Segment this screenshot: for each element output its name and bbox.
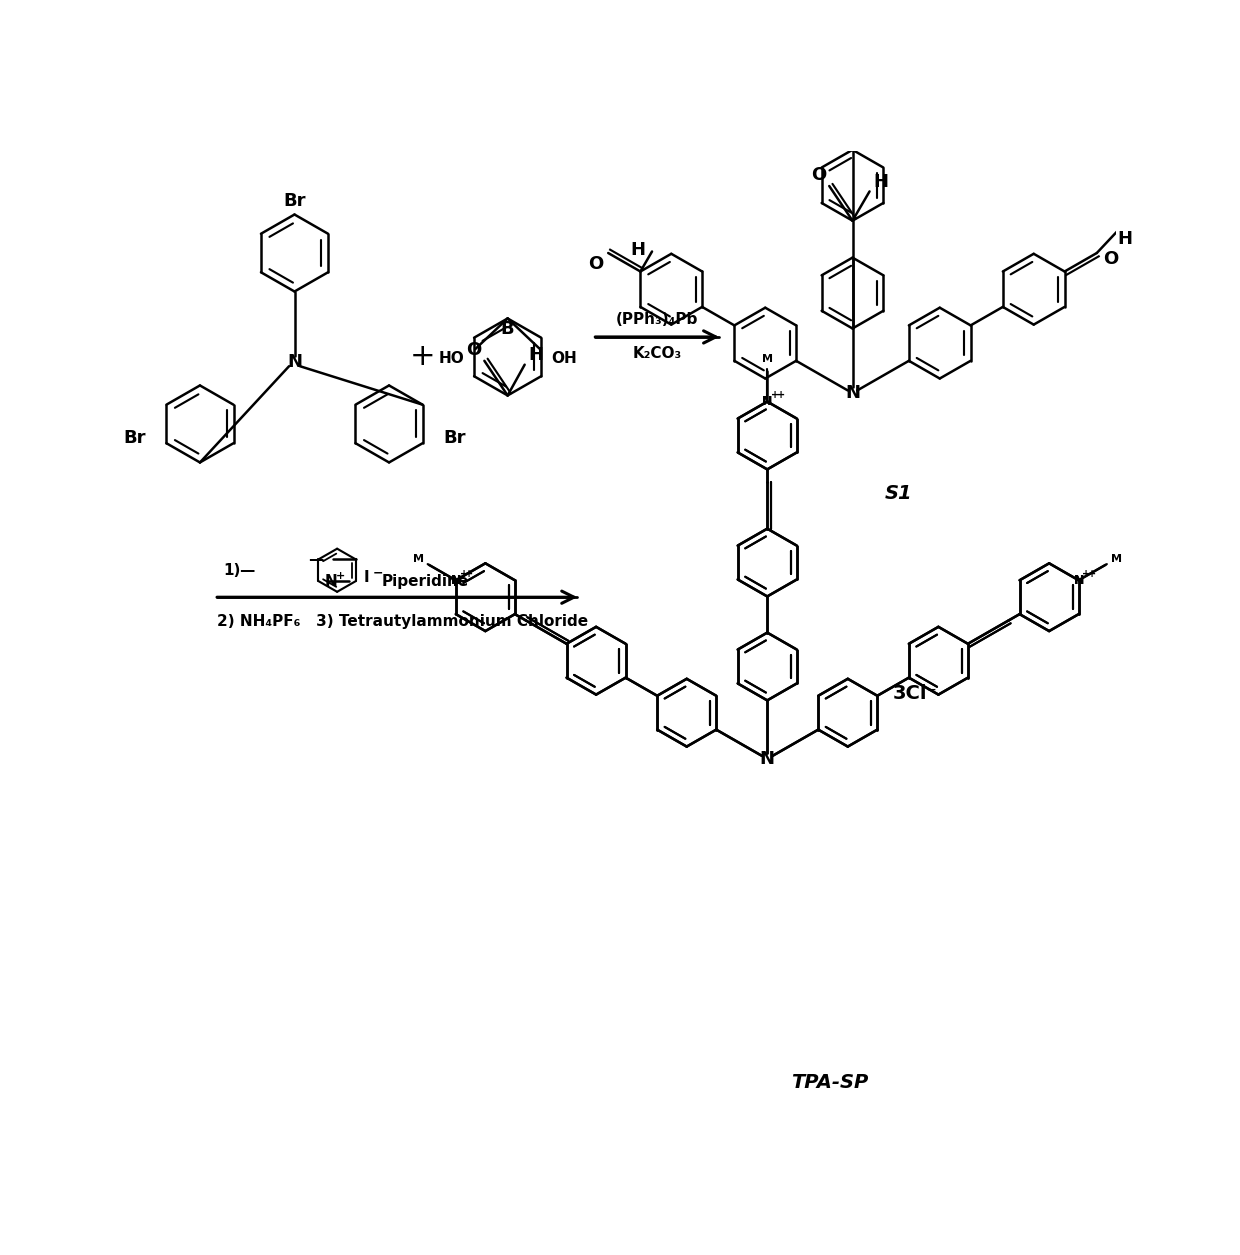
Text: OH: OH <box>551 351 577 366</box>
Text: S1: S1 <box>885 483 913 503</box>
Text: +: + <box>465 569 474 579</box>
Text: B: B <box>501 320 515 339</box>
Text: N: N <box>763 395 773 408</box>
Text: H: H <box>873 173 888 191</box>
Text: 1): 1) <box>223 562 241 577</box>
Text: M: M <box>761 354 773 364</box>
Text: N: N <box>763 395 773 408</box>
Text: K₂CO₃: K₂CO₃ <box>632 346 682 361</box>
Text: H: H <box>528 346 543 364</box>
Text: TPA-SP: TPA-SP <box>791 1073 868 1092</box>
Text: +: + <box>335 571 345 581</box>
Text: N: N <box>325 574 337 589</box>
Text: M: M <box>413 553 424 563</box>
Text: +: + <box>460 569 467 579</box>
Text: —: — <box>308 552 324 567</box>
Text: O: O <box>466 341 481 359</box>
Text: N: N <box>286 354 303 371</box>
Text: +: + <box>771 390 779 400</box>
Text: Piperidine: Piperidine <box>382 574 469 589</box>
Text: N: N <box>1074 574 1084 587</box>
Text: N: N <box>450 574 461 587</box>
Text: +: + <box>409 343 435 371</box>
Text: Br: Br <box>283 192 306 210</box>
Text: H: H <box>1117 230 1132 248</box>
Text: O: O <box>1104 250 1118 269</box>
Text: Br: Br <box>444 429 466 447</box>
Text: N: N <box>450 574 461 587</box>
Text: H: H <box>631 241 646 259</box>
Text: 3Cl⁻: 3Cl⁻ <box>893 684 936 703</box>
Text: N: N <box>760 750 775 768</box>
Text: O: O <box>588 255 604 272</box>
Text: 2) NH₄PF₆   3) Tetrautylammonium Chloride: 2) NH₄PF₆ 3) Tetrautylammonium Chloride <box>217 615 588 629</box>
Text: −: − <box>372 567 383 580</box>
Text: Br: Br <box>123 429 146 447</box>
Text: +: + <box>1087 569 1096 579</box>
Text: M: M <box>1111 553 1122 563</box>
Text: —: — <box>238 562 254 577</box>
Text: I: I <box>363 570 370 585</box>
Text: (PPh₃)₄Pb: (PPh₃)₄Pb <box>616 312 698 328</box>
Text: N: N <box>1074 574 1084 587</box>
Text: +: + <box>776 390 785 400</box>
Text: +: + <box>1083 569 1090 579</box>
Text: HO: HO <box>439 351 464 366</box>
Text: N: N <box>844 384 861 402</box>
Text: O: O <box>811 166 826 184</box>
